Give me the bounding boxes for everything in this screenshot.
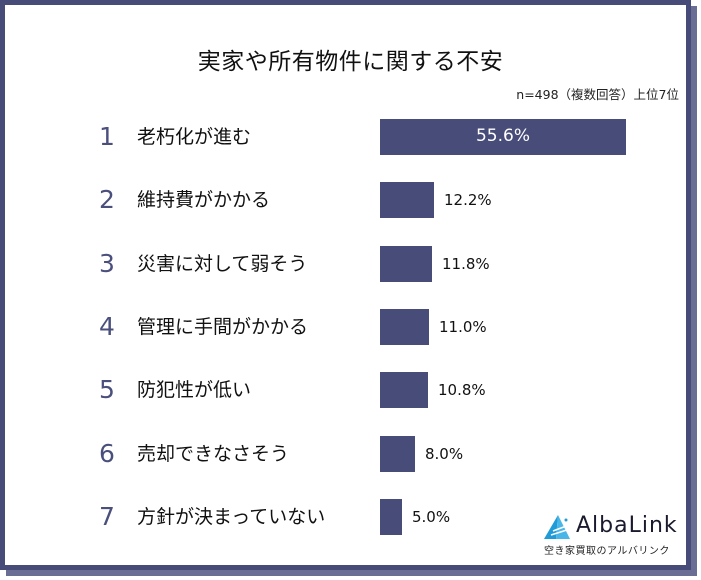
category-label: 売却できなさそう — [137, 443, 290, 465]
category-label: 防犯性が低い — [137, 379, 252, 401]
value-label: 55.6% — [475, 126, 530, 146]
bar — [380, 372, 428, 408]
value-label: 10.8% — [438, 381, 486, 399]
logo-name: AlbaLink — [576, 513, 678, 538]
category-label: 老朽化が進む — [137, 126, 252, 148]
bar-row: 6 売却できなさそう 8.0% — [0, 436, 701, 472]
bar-row: 7 方針が決まっていない 5.0% — [0, 499, 701, 535]
category-label: 維持費がかかる — [137, 189, 271, 211]
bar — [380, 309, 429, 345]
chart-subtitle: n=498（複数回答）上位7位 — [516, 87, 679, 102]
value-label: 12.2% — [444, 191, 492, 209]
rank-number: 4 — [99, 312, 115, 341]
bar-row: 2 維持費がかかる 12.2% — [0, 182, 701, 218]
bar — [380, 499, 402, 535]
frame-shadow-right — [691, 6, 697, 576]
rank-number: 2 — [99, 185, 115, 214]
value-label: 11.8% — [442, 255, 490, 273]
category-label: 方針が決まっていない — [137, 506, 326, 528]
bar-row: 3 災害に対して弱そう 11.8% — [0, 246, 701, 282]
frame-shadow-bottom — [6, 570, 697, 576]
category-label: 管理に手間がかかる — [137, 316, 309, 338]
value-label: 11.0% — [439, 318, 487, 336]
rank-number: 3 — [99, 249, 115, 278]
rank-number: 7 — [99, 502, 115, 531]
bar — [380, 246, 432, 282]
bar — [380, 436, 415, 472]
bar — [380, 119, 626, 155]
albalink-logo: AlbaLink 空き家買取のアルバリンク — [540, 512, 678, 562]
value-label: 5.0% — [412, 508, 451, 526]
category-label: 災害に対して弱そう — [137, 253, 308, 275]
bar-row: 5 防犯性が低い 10.8% — [0, 372, 701, 408]
rank-number: 6 — [99, 439, 115, 468]
bar-row: 4 管理に手間がかかる 11.0% — [0, 309, 701, 345]
albalink-mark-icon — [544, 515, 571, 539]
value-label: 8.0% — [425, 445, 464, 463]
chart-frame — [0, 0, 691, 570]
bar-row: 1 老朽化が進む 55.6% — [0, 119, 701, 155]
bar — [380, 182, 434, 218]
rank-number: 5 — [99, 375, 115, 404]
rank-number: 1 — [99, 122, 115, 151]
chart-title: 実家や所有物件に関する不安 — [197, 49, 504, 75]
logo-tagline: 空き家買取のアルバリンク — [544, 546, 670, 557]
